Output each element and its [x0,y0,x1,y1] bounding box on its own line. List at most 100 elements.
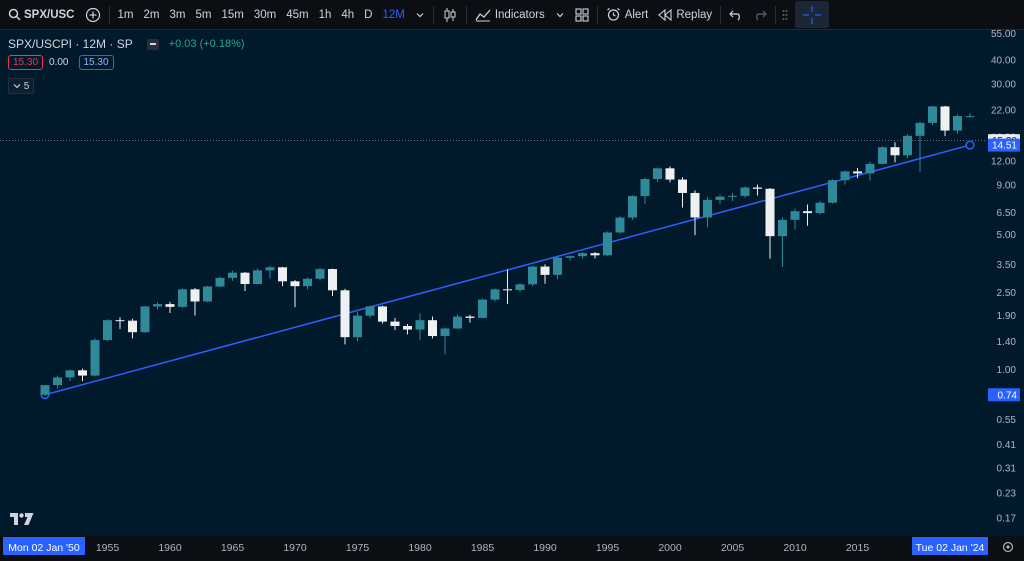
indicators-icon [475,9,491,21]
candle [253,268,262,285]
candle [415,313,425,341]
timeframe-30m[interactable]: 30m [253,8,277,21]
candle [290,280,300,308]
buy-button[interactable]: 15.30 [78,55,114,70]
candle-body [378,306,387,322]
candle-body [190,289,200,302]
drag-handle[interactable] [779,0,791,29]
candle-body [503,289,512,291]
gear-hub [1006,545,1010,549]
sell-button[interactable]: 15.30 [8,55,44,70]
price-axis-tick: 30.00 [991,80,1016,91]
candle [428,316,437,339]
candle-body [690,192,700,218]
candle-body [828,180,837,203]
candle [553,257,562,280]
candle-body [53,377,62,386]
price-axis-tick: 3.50 [997,260,1017,271]
trendline-end-label: 14.51 [992,141,1017,152]
candle [690,190,700,236]
candle [578,252,587,259]
candle-body [428,320,437,337]
price-axis-tick: 1.40 [997,337,1017,348]
indicators-button[interactable]: Indicators [470,0,550,29]
candle [803,204,812,226]
candle [878,146,887,165]
time-axis-tick: 1960 [158,542,182,554]
candle [740,186,750,198]
candle-body [215,277,225,287]
candle [165,301,175,314]
timeframe-3m[interactable]: 3m [169,8,186,21]
candle-body [78,370,87,376]
symbol-title[interactable]: SPX/USCPI · 12M · SP [8,37,133,51]
timeframe-2m[interactable]: 2m [143,8,160,21]
divider [720,5,722,24]
alarm-clock-icon [606,8,620,21]
candle-body [365,306,375,316]
candle-body [40,385,50,395]
candle [203,285,212,303]
candle-body [728,195,737,197]
crosshair-button[interactable] [795,1,830,28]
timeframe-1m[interactable]: 1m [117,8,134,21]
candle [490,288,500,302]
compare-button[interactable] [80,0,106,29]
time-axis-tick: 1980 [408,542,432,554]
time-axis-end-label: Tue 02 Jan '24 [916,542,985,554]
redo-button[interactable] [748,0,772,29]
candle-body [903,135,912,156]
tradingview-logo[interactable] [10,512,34,531]
candle-body [153,304,162,307]
candle [228,270,237,281]
divider [432,5,434,24]
candle-body [328,269,337,291]
timeframe-5m[interactable]: 5m [195,8,212,21]
candle [503,269,512,305]
candle [515,283,525,292]
chart-legend: SPX/USCPI · 12M · SP +0.03 (+0.18%) [8,37,245,51]
candle-body [915,122,925,136]
timeframe-d[interactable]: D [364,8,373,21]
alert-button[interactable]: Alert [601,0,654,29]
candle [765,187,775,259]
candle [378,305,387,324]
candle-body [840,171,850,181]
time-axis-tick: 1995 [596,542,620,554]
candles-icon [444,7,456,22]
settings-gear-icon[interactable] [1002,541,1014,553]
candle [528,265,537,287]
candle [715,194,725,204]
replay-button[interactable]: Replay [653,0,717,29]
time-axis[interactable] [0,536,1024,561]
timeframe-12m[interactable]: 12M [382,8,405,21]
timeframe-dropdown[interactable] [410,0,430,29]
timeframe-1h[interactable]: 1h [318,8,332,21]
chart-type-button[interactable] [437,0,463,29]
collapse-legend-button[interactable] [146,38,159,50]
price-axis-tick: 0.23 [997,488,1017,499]
price-axis-tick: 6.50 [997,208,1017,219]
candle-body [128,320,137,333]
indicators-toggle[interactable]: 5 [8,78,34,94]
candle-body [715,196,725,200]
timeframe-4h[interactable]: 4h [341,8,355,21]
time-axis-start-label: Mon 02 Jan '50 [8,542,80,554]
price-axis-tick: 40.00 [991,56,1016,67]
candle-body [490,289,500,300]
trendline-start-label: 0.74 [998,390,1018,401]
timeframe-15m[interactable]: 15m [221,8,244,21]
price-axis-tick: 0.41 [997,440,1017,451]
candle [340,288,350,345]
symbol-search[interactable]: SPX/USC [0,0,80,29]
candle [603,231,612,256]
layouts-button[interactable] [570,0,594,29]
candle-body [540,266,550,275]
candle [365,305,375,318]
candle [178,288,187,309]
undo-button[interactable] [724,0,748,29]
indicators-dropdown[interactable] [550,0,570,29]
timeframe-45m[interactable]: 45m [286,8,309,21]
candle-body [765,188,775,237]
